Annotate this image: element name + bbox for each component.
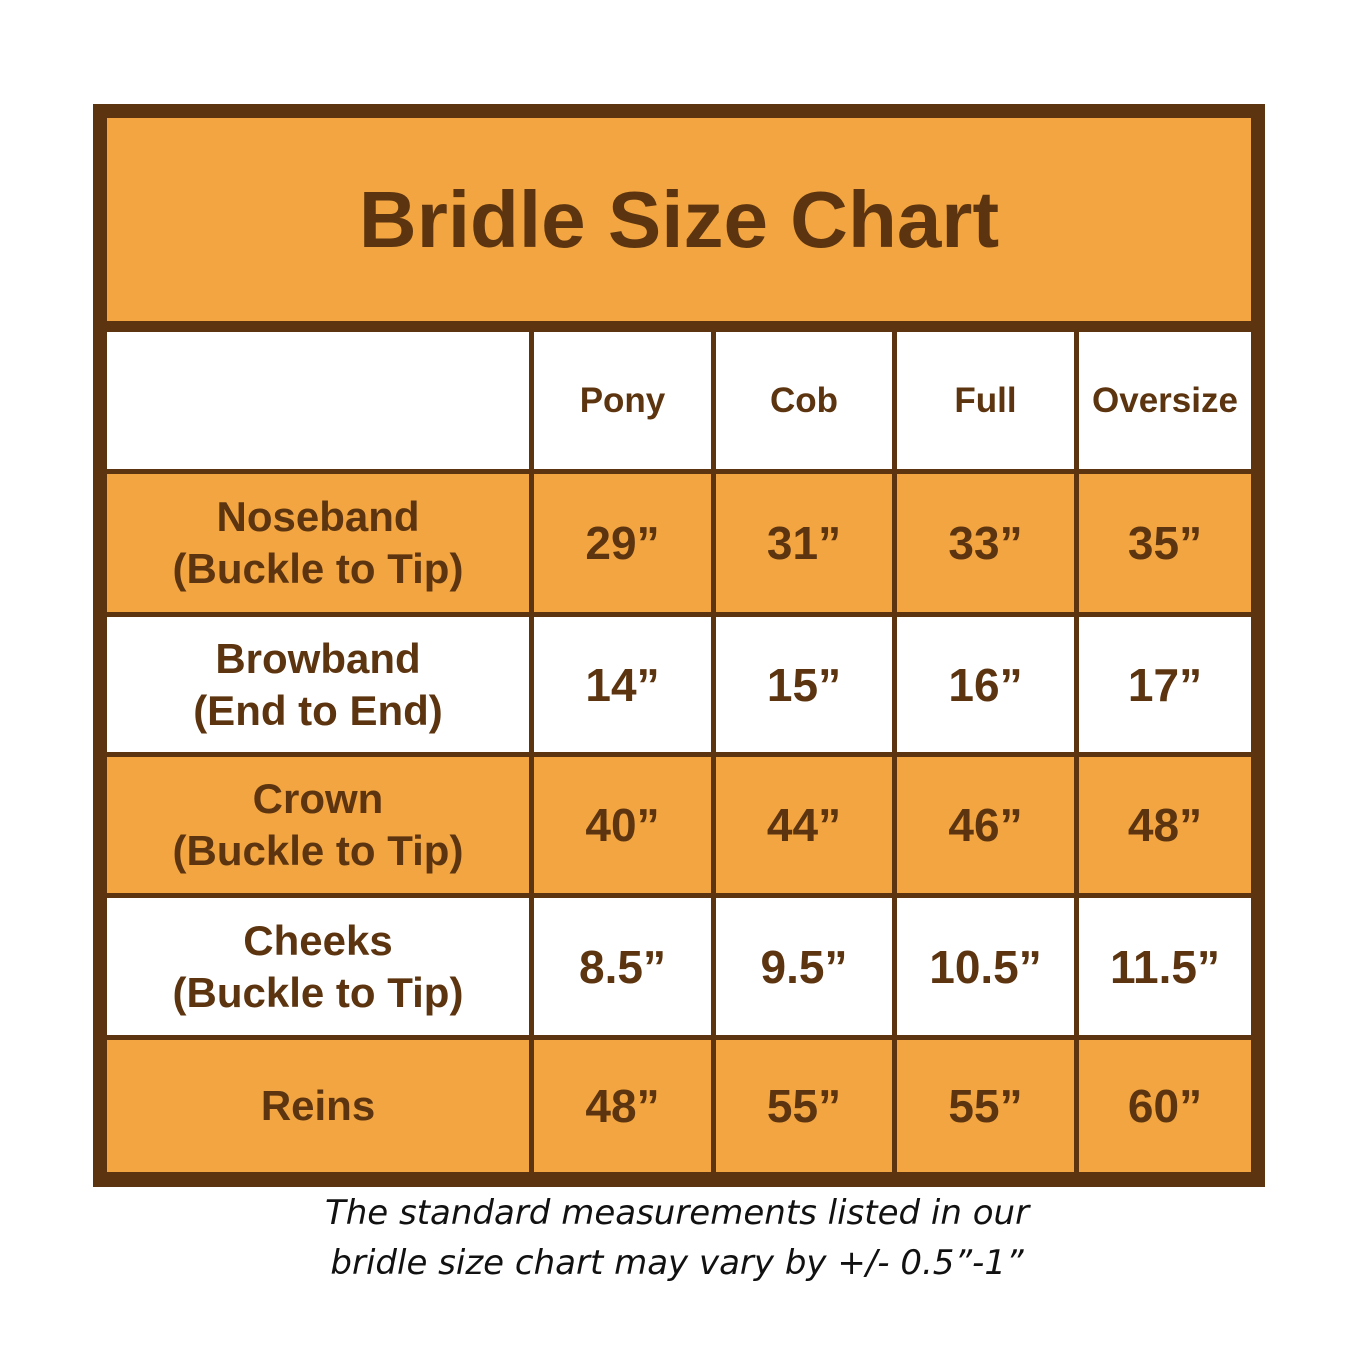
row-label-name: Browband [215, 634, 421, 682]
table-cell-value: 9.5” [716, 898, 892, 1035]
row-label-name: Cheeks [243, 916, 393, 964]
row-label-measure: (Buckle to Tip) [172, 545, 464, 592]
table-cell-value: 8.5” [534, 898, 711, 1035]
table-cell-value: 48” [1079, 757, 1251, 893]
row-label-noseband: Noseband (Buckle to Tip) [107, 474, 529, 612]
footnote-line-2: bridle size chart may vary by +/- 0.5”-1… [330, 1243, 1024, 1283]
row-label-name: Noseband [216, 493, 420, 540]
footnote-line-1: The standard measurements listed in our [324, 1193, 1030, 1233]
column-header-oversize: Oversize [1079, 332, 1251, 469]
table-grid: Pony Cob Full Oversize Noseband (Buckle to Ti… [107, 332, 1251, 1172]
table-cell-value: 55” [716, 1040, 892, 1172]
table-cell-value: 11.5” [1079, 898, 1251, 1035]
row-label-measure: (Buckle to Tip) [172, 827, 464, 874]
table-cell-value: 14” [534, 617, 711, 752]
table-cell-value: 46” [897, 757, 1074, 893]
table-cell-value: 31” [716, 474, 892, 612]
column-header-pony: Pony [534, 332, 711, 469]
row-label-browband: Browband (End to End) [107, 617, 529, 752]
column-header-full: Full [897, 332, 1074, 469]
row-label-measure: (Buckle to Tip) [172, 968, 464, 1016]
chart-title: Bridle Size Chart [107, 118, 1251, 321]
row-label-reins: Reins [107, 1040, 529, 1172]
table-cell-value: 35” [1079, 474, 1251, 612]
footnote: The standard measurements listed in our … [0, 1188, 1354, 1288]
table-cell-value: 48” [534, 1040, 711, 1172]
column-header-cob: Cob [716, 332, 892, 469]
table-cell-value: 40” [534, 757, 711, 893]
table-cell-value: 55” [897, 1040, 1074, 1172]
row-label-measure: (End to End) [193, 686, 443, 734]
row-label-cheeks: Cheeks (Buckle to Tip) [107, 898, 529, 1035]
header-empty-cell [107, 332, 529, 469]
row-label-name: Crown [252, 775, 384, 822]
row-label-crown: Crown (Buckle to Tip) [107, 757, 529, 893]
table-cell-value: 29” [534, 474, 711, 612]
table-cell-value: 15” [716, 617, 892, 752]
table-cell-value: 33” [897, 474, 1074, 612]
size-chart-table: Bridle Size Chart Pony Cob Full Oversize Nos… [93, 104, 1265, 1187]
table-cell-value: 10.5” [897, 898, 1074, 1035]
table-cell-value: 44” [716, 757, 892, 893]
table-cell-value: 16” [897, 617, 1074, 752]
table-cell-value: 17” [1079, 617, 1251, 752]
row-label-name: Reins [260, 1082, 376, 1129]
table-cell-value: 60” [1079, 1040, 1251, 1172]
